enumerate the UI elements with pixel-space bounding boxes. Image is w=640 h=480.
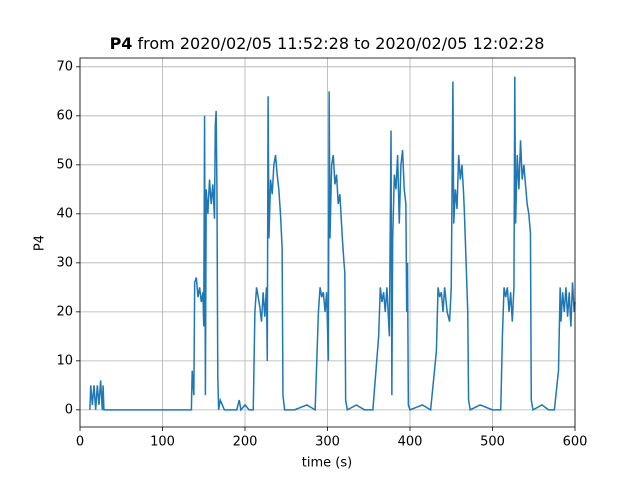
x-tick-label: 100 [150, 435, 175, 450]
y-tick-label: 30 [56, 255, 73, 270]
x-tick-label: 0 [76, 435, 84, 450]
chart-title: P4 from 2020/02/05 11:52:28 to 2020/02/0… [110, 34, 545, 53]
x-tick-label: 600 [563, 435, 588, 450]
y-axis-label: P4 [33, 235, 48, 251]
y-tick-label: 40 [56, 206, 73, 221]
x-tick-label: 500 [480, 435, 505, 450]
y-tick-label: 50 [56, 157, 73, 172]
x-axis-label: time (s) [302, 456, 352, 471]
plot-frame [79, 57, 576, 428]
y-tick-label: 0 [65, 402, 73, 417]
x-tick-label: 200 [233, 435, 258, 450]
title-rest: from 2020/02/05 11:52:28 to 2020/02/05 1… [138, 34, 545, 53]
y-tick-label: 60 [56, 108, 73, 123]
x-tick-label: 300 [315, 435, 340, 450]
y-tick-label: 70 [56, 59, 73, 74]
x-tick-label: 400 [398, 435, 423, 450]
y-tick-label: 20 [56, 304, 73, 319]
title-bold: P4 [110, 34, 133, 53]
data-line [89, 76, 576, 412]
y-tick-label: 10 [56, 353, 73, 368]
